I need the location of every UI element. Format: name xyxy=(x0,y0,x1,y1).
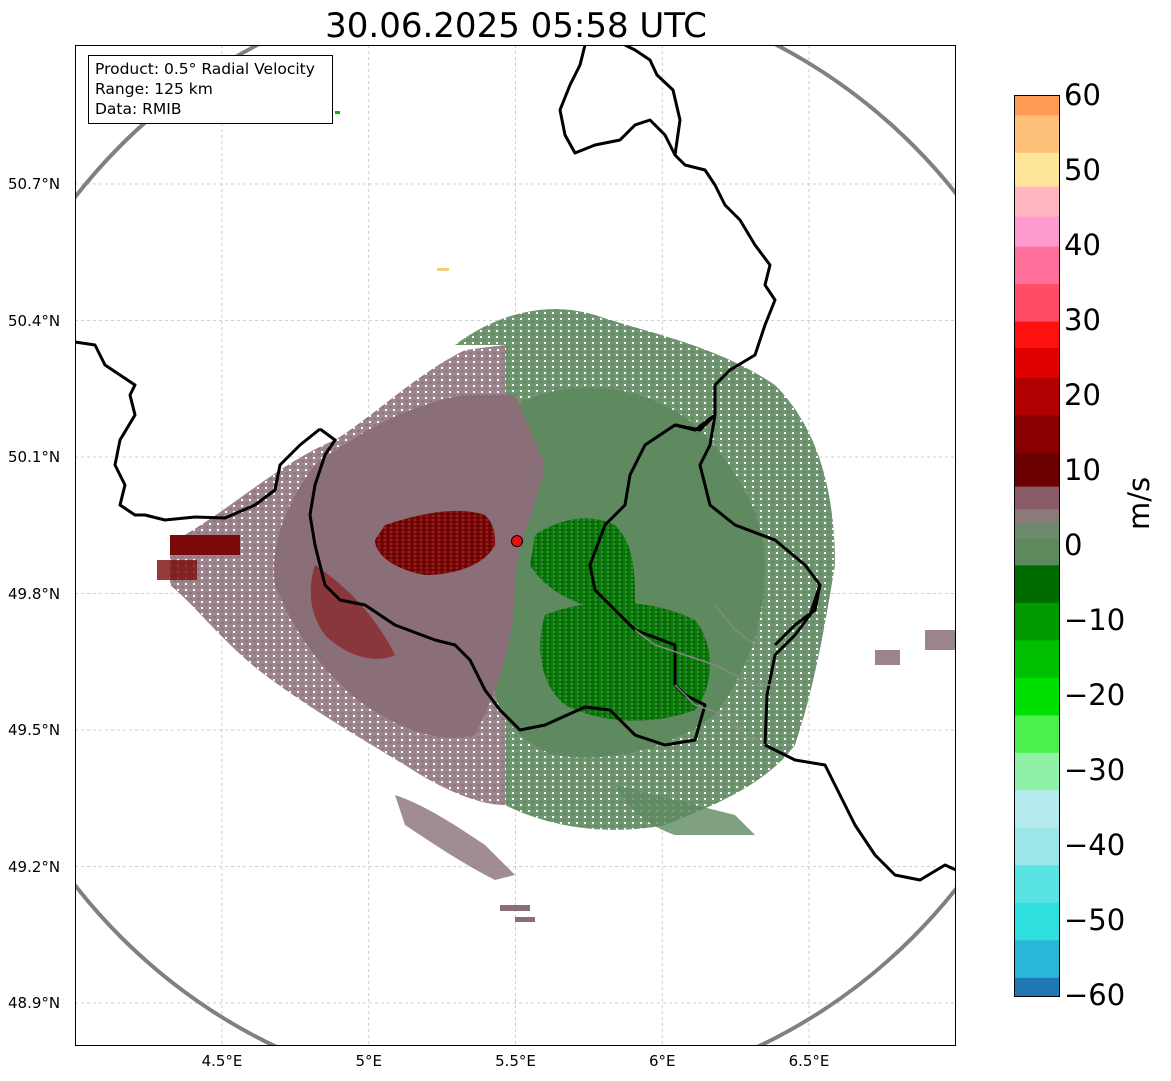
lon-label: 6°E xyxy=(648,1052,676,1070)
colorbar-tick-label: 60 xyxy=(1064,78,1101,112)
colorbar-band xyxy=(1015,677,1059,716)
colorbar-band xyxy=(1015,827,1059,866)
colorbar-tick-label: −10 xyxy=(1064,603,1126,637)
colorbar-band xyxy=(1015,538,1059,566)
colorbar-band xyxy=(1015,216,1059,247)
colorbar-band xyxy=(1015,714,1059,753)
colorbar-band xyxy=(1015,114,1059,153)
lon-label: 5°E xyxy=(355,1052,383,1070)
colorbar-band xyxy=(1015,321,1059,348)
lat-label: 49.2°N xyxy=(8,857,61,876)
lat-label: 48.9°N xyxy=(8,994,61,1012)
colorbar-tick-label: 0 xyxy=(1064,528,1083,562)
colorbar-tick-label: 30 xyxy=(1064,303,1101,337)
colorbar-band xyxy=(1015,186,1059,217)
lat-label: 49.5°N xyxy=(8,721,61,739)
info-box: Product: 0.5° Radial Velocity Range: 125… xyxy=(88,55,333,124)
lat-label: 50.1°N xyxy=(8,448,61,466)
colorbar-band xyxy=(1015,246,1059,285)
colorbar-tick-label: −40 xyxy=(1064,828,1126,862)
lat-label: 50.4°N xyxy=(8,311,61,330)
colorbar-band xyxy=(1015,639,1059,678)
info-product: Product: 0.5° Radial Velocity xyxy=(95,60,315,78)
lat-label: 49.8°N xyxy=(8,584,61,603)
lon-label: 4.5°E xyxy=(201,1052,243,1070)
colorbar-unit-label: m/s xyxy=(1122,476,1156,530)
map-frame xyxy=(75,45,956,1046)
colorbar-band xyxy=(1015,347,1059,378)
colorbar-tick-label: 40 xyxy=(1064,228,1101,262)
colorbar-band xyxy=(1015,564,1059,603)
colorbar-band xyxy=(1015,414,1059,453)
colorbar-band xyxy=(1015,864,1059,903)
region-borders xyxy=(634,604,775,746)
colorbar-tick-label: 20 xyxy=(1064,378,1101,412)
colorbar-band xyxy=(1015,789,1059,828)
colorbar-band xyxy=(1015,377,1059,416)
colorbar-band xyxy=(1015,902,1059,941)
lon-label: 5.5°E xyxy=(495,1052,536,1070)
lon-label: 6.5°E xyxy=(788,1052,830,1070)
velocity-colorbar xyxy=(1014,95,1060,997)
colorbar-band xyxy=(1015,152,1059,187)
colorbar-tick-label: 10 xyxy=(1064,453,1101,487)
colorbar-band xyxy=(1015,523,1059,540)
radar-echoes xyxy=(157,111,955,922)
colorbar-band xyxy=(1015,452,1059,487)
map-border xyxy=(75,45,956,1046)
radar-site-marker xyxy=(510,535,523,548)
colorbar-band xyxy=(1015,96,1059,116)
country-borders xyxy=(75,45,956,882)
colorbar-tick-label: −20 xyxy=(1064,678,1126,712)
map-canvas xyxy=(75,45,956,1046)
colorbar-tick-label: −30 xyxy=(1064,753,1126,787)
colorbar-tick-label: −60 xyxy=(1064,978,1126,1012)
colorbar-band xyxy=(1015,508,1059,525)
colorbar-band xyxy=(1015,602,1059,641)
colorbar-band xyxy=(1015,486,1059,510)
colorbar-band xyxy=(1015,977,1059,996)
colorbar-tick-label: 50 xyxy=(1064,153,1101,187)
colorbar-band xyxy=(1015,283,1059,322)
lat-label: 50.7°N xyxy=(8,175,61,193)
colorbar-band xyxy=(1015,752,1059,791)
info-data-source: Data: RMIB xyxy=(95,100,182,118)
colorbar-band xyxy=(1015,939,1059,978)
map-title: 30.06.2025 05:58 UTC xyxy=(325,6,707,46)
info-range: Range: 125 km xyxy=(95,80,213,98)
colorbar-tick-label: −50 xyxy=(1064,903,1126,937)
